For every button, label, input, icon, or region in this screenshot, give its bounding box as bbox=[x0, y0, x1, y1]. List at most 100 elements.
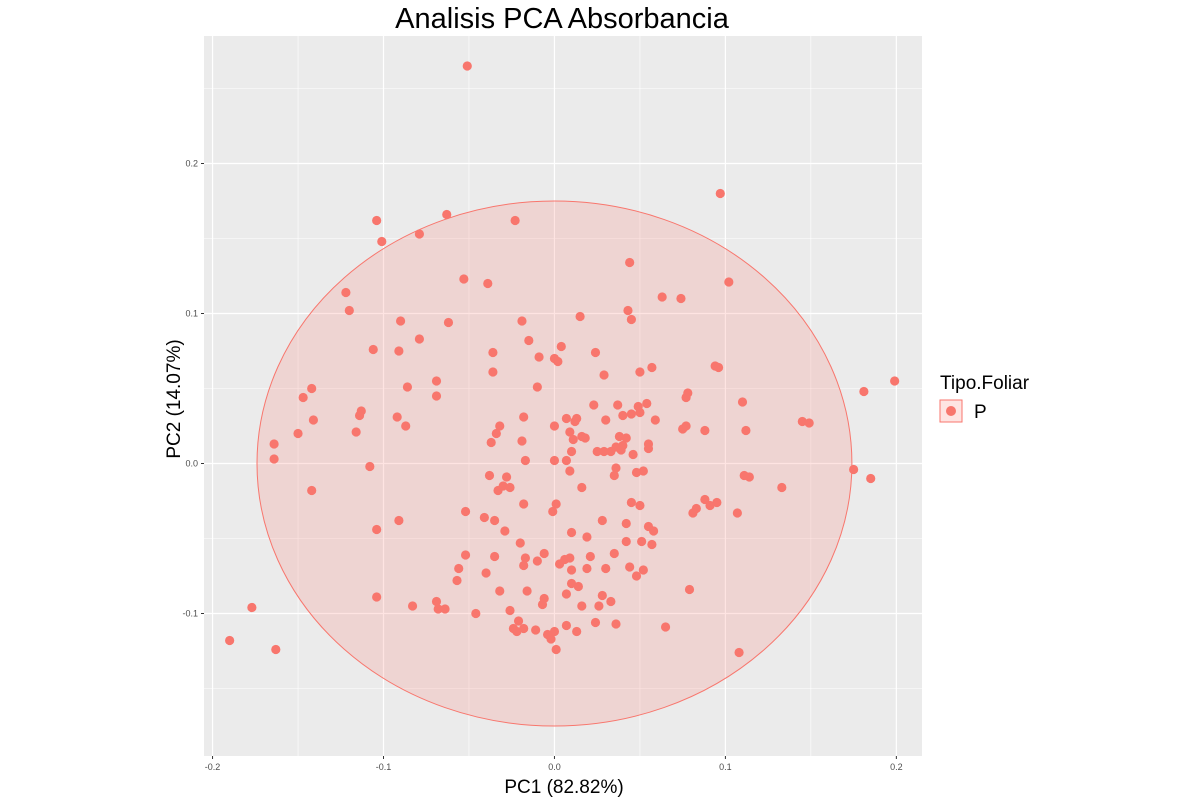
data-point bbox=[568, 434, 578, 445]
data-point bbox=[635, 367, 645, 377]
x-axis-title: PC1 (82.82%) bbox=[504, 777, 623, 798]
data-point bbox=[414, 229, 424, 239]
data-point bbox=[532, 382, 542, 392]
data-point bbox=[483, 278, 493, 289]
data-point bbox=[621, 536, 631, 547]
data-point bbox=[890, 376, 900, 386]
data-point bbox=[715, 188, 725, 199]
legend-title: Tipo.Foliar bbox=[940, 373, 1030, 394]
data-point bbox=[548, 506, 558, 517]
data-point bbox=[460, 506, 471, 517]
data-point bbox=[520, 553, 530, 563]
data-point bbox=[513, 616, 524, 626]
data-point bbox=[566, 527, 577, 538]
data-point bbox=[647, 362, 657, 373]
x-tick-label: 0.1 bbox=[719, 762, 732, 772]
data-point bbox=[407, 601, 418, 611]
data-point bbox=[597, 590, 607, 601]
data-point bbox=[572, 413, 582, 424]
data-point bbox=[377, 236, 387, 247]
data-point bbox=[522, 586, 532, 596]
data-point bbox=[561, 455, 572, 466]
data-point bbox=[269, 439, 279, 449]
panel-background bbox=[204, 36, 922, 756]
data-point bbox=[308, 415, 319, 425]
y-axis-title: PC2 (14.07%) bbox=[164, 339, 185, 458]
data-point bbox=[543, 629, 553, 640]
data-point bbox=[471, 608, 481, 619]
data-point bbox=[577, 482, 587, 493]
x-axis-ticks: -0.2 -0.1 0.0 0.1 0.2 bbox=[205, 756, 903, 772]
data-point bbox=[501, 472, 512, 482]
data-point bbox=[614, 431, 625, 442]
data-point bbox=[532, 556, 542, 566]
data-point bbox=[442, 209, 452, 220]
data-point bbox=[616, 445, 626, 455]
y-tick-label: 0.0 bbox=[185, 459, 198, 469]
x-tick-label: -0.2 bbox=[205, 762, 221, 772]
data-point bbox=[597, 515, 607, 526]
data-point bbox=[307, 485, 317, 496]
data-point bbox=[621, 518, 631, 529]
data-point bbox=[649, 526, 659, 536]
data-point bbox=[724, 277, 734, 287]
data-point bbox=[594, 601, 604, 611]
data-point bbox=[643, 443, 654, 454]
data-point bbox=[551, 499, 561, 509]
data-point bbox=[431, 391, 442, 401]
data-point bbox=[580, 433, 590, 443]
data-point bbox=[573, 581, 583, 592]
x-tick-label: -0.1 bbox=[376, 762, 392, 772]
data-point bbox=[307, 383, 317, 394]
data-point bbox=[484, 470, 495, 481]
data-point bbox=[354, 410, 365, 421]
data-point bbox=[638, 466, 648, 476]
data-point bbox=[517, 436, 527, 446]
data-point bbox=[635, 407, 645, 418]
data-point bbox=[638, 565, 648, 575]
data-point bbox=[531, 625, 541, 635]
data-point bbox=[589, 400, 599, 410]
data-point bbox=[599, 446, 609, 457]
data-point bbox=[741, 425, 751, 436]
data-point bbox=[582, 532, 592, 542]
data-point bbox=[613, 400, 623, 410]
data-point bbox=[433, 604, 443, 614]
data-point bbox=[734, 647, 744, 658]
legend-label-p: P bbox=[974, 402, 987, 423]
data-point bbox=[490, 551, 500, 562]
data-point bbox=[454, 563, 464, 574]
data-point bbox=[344, 305, 354, 316]
data-point bbox=[490, 515, 500, 526]
data-point bbox=[647, 539, 657, 550]
data-point bbox=[372, 524, 382, 535]
data-point bbox=[368, 344, 378, 355]
data-point bbox=[452, 575, 462, 586]
data-point bbox=[577, 601, 587, 611]
data-point bbox=[486, 437, 496, 448]
data-point bbox=[402, 382, 413, 392]
data-point bbox=[341, 287, 351, 298]
x-tick-label: 0.0 bbox=[548, 762, 561, 772]
data-point bbox=[365, 461, 375, 472]
data-point bbox=[500, 526, 510, 536]
data-point bbox=[561, 413, 572, 424]
data-point bbox=[739, 470, 749, 481]
data-point bbox=[493, 485, 503, 496]
data-point bbox=[551, 644, 561, 655]
data-point bbox=[298, 392, 308, 403]
data-point bbox=[601, 415, 611, 425]
data-point bbox=[631, 467, 642, 478]
x-tick-label: 0.2 bbox=[890, 762, 903, 772]
data-point bbox=[414, 334, 424, 344]
data-point bbox=[431, 376, 442, 386]
data-point bbox=[737, 397, 748, 407]
data-point bbox=[431, 596, 442, 607]
data-point bbox=[534, 352, 544, 362]
data-point bbox=[512, 626, 522, 637]
data-point bbox=[510, 215, 520, 226]
y-tick-label: 0.2 bbox=[185, 159, 198, 169]
data-point bbox=[572, 626, 582, 637]
data-point bbox=[582, 563, 592, 574]
